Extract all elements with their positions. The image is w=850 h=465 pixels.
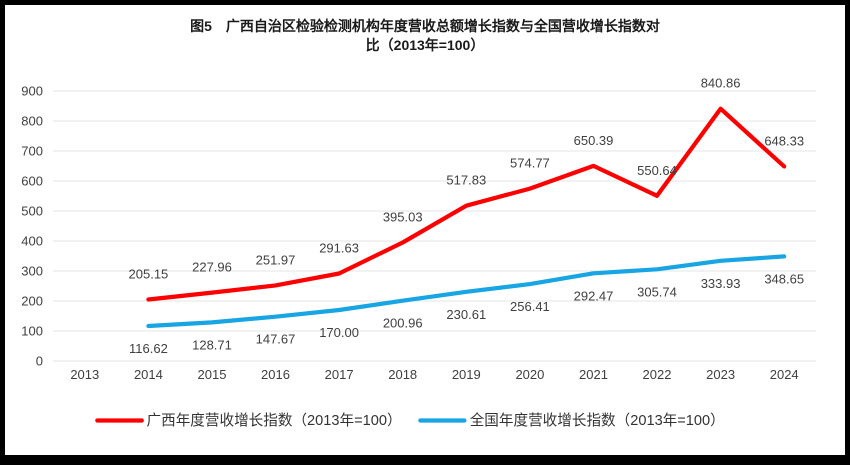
svg-text:2019: 2019 <box>452 367 481 382</box>
svg-text:200: 200 <box>21 294 43 309</box>
svg-text:256.41: 256.41 <box>510 299 550 314</box>
svg-text:305.74: 305.74 <box>637 284 677 299</box>
svg-text:2023: 2023 <box>706 367 735 382</box>
svg-text:900: 900 <box>21 84 43 99</box>
svg-text:2013: 2013 <box>70 367 99 382</box>
svg-text:574.77: 574.77 <box>510 156 550 171</box>
svg-text:2017: 2017 <box>325 367 354 382</box>
svg-text:395.03: 395.03 <box>383 210 423 225</box>
svg-text:800: 800 <box>21 114 43 129</box>
svg-text:650.39: 650.39 <box>574 133 614 148</box>
svg-text:840.86: 840.86 <box>701 76 741 91</box>
svg-text:2021: 2021 <box>579 367 608 382</box>
svg-text:116.62: 116.62 <box>129 341 168 356</box>
svg-text:2014: 2014 <box>134 367 163 382</box>
svg-text:300: 300 <box>21 264 43 279</box>
svg-text:292.47: 292.47 <box>574 288 614 303</box>
svg-text:700: 700 <box>21 144 43 159</box>
svg-text:2022: 2022 <box>643 367 672 382</box>
svg-text:200.96: 200.96 <box>383 316 423 331</box>
svg-text:600: 600 <box>21 174 43 189</box>
svg-text:0: 0 <box>36 354 43 369</box>
svg-text:205.15: 205.15 <box>129 267 169 282</box>
svg-text:广西年度营收增长指数（2013年=100）: 广西年度营收增长指数（2013年=100） <box>147 412 402 429</box>
svg-text:648.33: 648.33 <box>764 134 804 149</box>
svg-text:348.65: 348.65 <box>764 271 804 286</box>
svg-text:2024: 2024 <box>770 367 799 382</box>
svg-text:2018: 2018 <box>388 367 417 382</box>
svg-text:147.67: 147.67 <box>256 332 296 347</box>
svg-text:227.96: 227.96 <box>192 260 232 275</box>
svg-text:170.00: 170.00 <box>319 325 359 340</box>
svg-text:500: 500 <box>21 204 43 219</box>
svg-text:2020: 2020 <box>515 367 544 382</box>
svg-text:2016: 2016 <box>261 367 290 382</box>
svg-text:550.64: 550.64 <box>637 163 677 178</box>
svg-text:291.63: 291.63 <box>319 241 359 256</box>
svg-text:2015: 2015 <box>198 367 227 382</box>
svg-text:400: 400 <box>21 234 43 249</box>
svg-text:128.71: 128.71 <box>192 337 232 352</box>
svg-text:517.83: 517.83 <box>446 173 486 188</box>
svg-text:230.61: 230.61 <box>446 307 486 322</box>
svg-text:100: 100 <box>21 324 43 339</box>
svg-text:333.93: 333.93 <box>701 276 741 291</box>
svg-text:251.97: 251.97 <box>256 252 296 267</box>
svg-text:全国年度营收增长指数（2013年=100）: 全国年度营收增长指数（2013年=100） <box>470 411 725 429</box>
